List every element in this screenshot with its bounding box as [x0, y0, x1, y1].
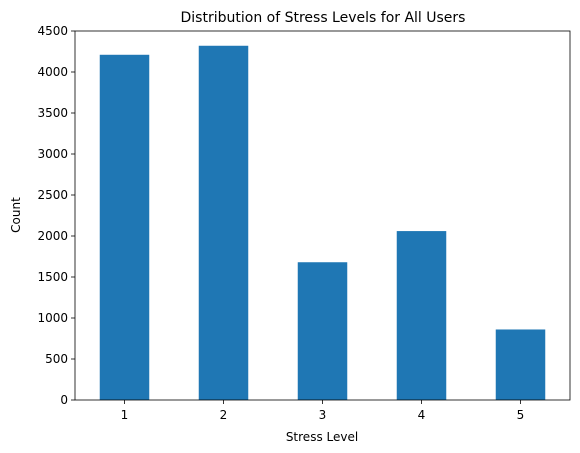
- x-tick-label-3: 3: [319, 408, 327, 422]
- bar-3: [297, 262, 348, 400]
- y-tick-label-4000: 4000: [37, 65, 68, 79]
- x-tick-label-5: 5: [517, 408, 525, 422]
- x-tick-label-2: 2: [220, 408, 228, 422]
- bar-5: [495, 329, 546, 400]
- y-tick-label-1500: 1500: [37, 270, 68, 284]
- bar-1: [99, 54, 150, 400]
- y-tick-label-3500: 3500: [37, 106, 68, 120]
- y-tick-label-2000: 2000: [37, 229, 68, 243]
- y-axis-title: Count: [9, 197, 23, 233]
- x-axis-title: Stress Level: [286, 430, 358, 444]
- y-tick-label-1000: 1000: [37, 311, 68, 325]
- chart-title: Distribution of Stress Levels for All Us…: [181, 10, 466, 26]
- bar-4: [396, 231, 447, 400]
- bar-2: [198, 45, 249, 400]
- y-tick-label-4500: 4500: [37, 24, 68, 38]
- y-tick-label-0: 0: [60, 393, 68, 407]
- bars-group: [99, 45, 546, 400]
- y-axis-ticks: 0 500 1000 1500 2000 2500 3000 3500 4000 4500: [37, 24, 75, 407]
- y-tick-label-2500: 2500: [37, 188, 68, 202]
- x-tick-label-1: 1: [121, 408, 129, 422]
- x-axis-ticks: 1 2 3 4 5: [121, 400, 525, 422]
- y-tick-label-3000: 3000: [37, 147, 68, 161]
- plot-frame: [74, 30, 571, 401]
- x-tick-label-4: 4: [418, 408, 426, 422]
- y-tick-label-500: 500: [45, 352, 68, 366]
